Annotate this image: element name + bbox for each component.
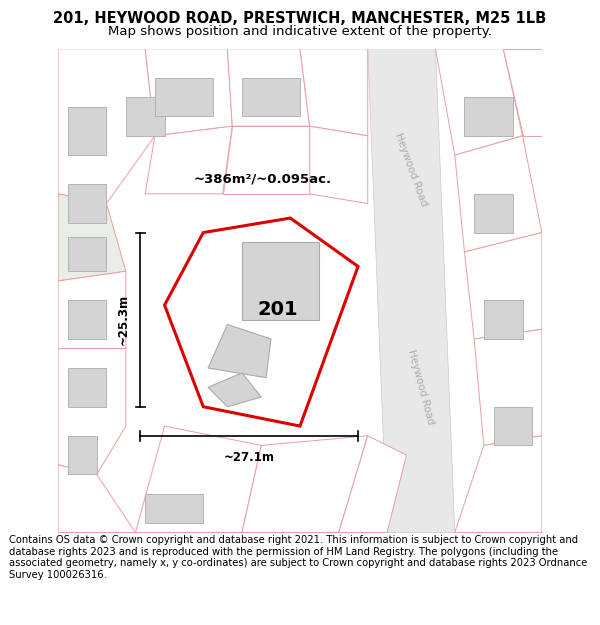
Polygon shape xyxy=(242,436,368,532)
Polygon shape xyxy=(474,194,513,232)
Polygon shape xyxy=(58,194,126,281)
Polygon shape xyxy=(68,107,106,155)
Text: 201: 201 xyxy=(257,299,298,319)
Polygon shape xyxy=(503,49,542,136)
Polygon shape xyxy=(464,232,542,339)
Polygon shape xyxy=(58,49,155,204)
Polygon shape xyxy=(436,49,523,155)
Polygon shape xyxy=(164,218,358,426)
Text: ~27.1m: ~27.1m xyxy=(224,451,275,464)
Polygon shape xyxy=(300,49,368,136)
Polygon shape xyxy=(68,184,106,223)
Polygon shape xyxy=(68,238,106,271)
Polygon shape xyxy=(484,300,523,339)
Text: Map shows position and indicative extent of the property.: Map shows position and indicative extent… xyxy=(108,25,492,38)
Polygon shape xyxy=(368,49,455,532)
Polygon shape xyxy=(310,126,368,204)
Polygon shape xyxy=(493,407,532,446)
Polygon shape xyxy=(145,49,232,136)
Polygon shape xyxy=(68,368,106,407)
Polygon shape xyxy=(126,97,164,136)
Polygon shape xyxy=(455,136,542,252)
Polygon shape xyxy=(68,436,97,474)
Polygon shape xyxy=(464,97,513,136)
Polygon shape xyxy=(155,78,213,116)
Polygon shape xyxy=(242,78,300,116)
Polygon shape xyxy=(474,329,542,446)
Text: ~386m²/~0.095ac.: ~386m²/~0.095ac. xyxy=(194,173,332,186)
Polygon shape xyxy=(136,426,261,532)
Polygon shape xyxy=(242,242,319,319)
Text: 201, HEYWOOD ROAD, PRESTWICH, MANCHESTER, M25 1LB: 201, HEYWOOD ROAD, PRESTWICH, MANCHESTER… xyxy=(53,11,547,26)
Polygon shape xyxy=(227,49,310,126)
Polygon shape xyxy=(338,436,406,532)
Polygon shape xyxy=(145,126,232,194)
Polygon shape xyxy=(58,349,126,474)
Polygon shape xyxy=(68,300,106,339)
Polygon shape xyxy=(145,494,203,523)
Text: Contains OS data © Crown copyright and database right 2021. This information is : Contains OS data © Crown copyright and d… xyxy=(9,535,587,580)
Polygon shape xyxy=(208,373,261,407)
Polygon shape xyxy=(58,271,126,349)
Polygon shape xyxy=(58,465,136,532)
Polygon shape xyxy=(223,126,310,194)
Text: Heywood Road: Heywood Road xyxy=(394,132,429,208)
Text: ~25.3m: ~25.3m xyxy=(117,294,130,345)
Text: Heywood Road: Heywood Road xyxy=(406,349,436,426)
Polygon shape xyxy=(455,436,542,532)
Polygon shape xyxy=(208,324,271,378)
